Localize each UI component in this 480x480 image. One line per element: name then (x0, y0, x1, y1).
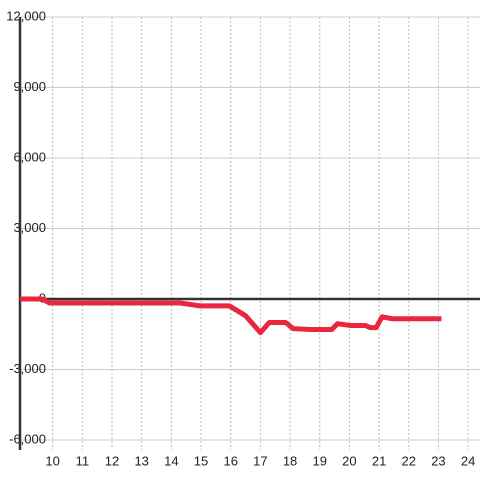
y-tick-label: 3,000 (13, 220, 46, 235)
x-tick-label: 17 (253, 453, 267, 468)
x-tick-label: 22 (402, 453, 416, 468)
y-tick-label: 9,000 (13, 79, 46, 94)
x-tick-label: 11 (76, 453, 90, 468)
x-tick-label: 23 (431, 453, 445, 468)
x-tick-label: 10 (45, 453, 59, 468)
x-tick-label: 14 (164, 453, 178, 468)
y-tick-label: -3,000 (9, 361, 46, 376)
x-tick-label: 19 (313, 453, 327, 468)
x-tick-label: 12 (105, 453, 119, 468)
x-tick-label: 16 (223, 453, 237, 468)
x-tick-label: 18 (283, 453, 297, 468)
y-tick-label: 12,000 (6, 8, 46, 23)
x-tick-label: 24 (461, 453, 475, 468)
slump-line (20, 296, 442, 336)
x-tick-label: 21 (372, 453, 386, 468)
x-tick-label: 20 (342, 453, 356, 468)
y-tick-label: -6,000 (9, 431, 46, 446)
y-tick-label: 6,000 (13, 149, 46, 164)
x-tick-label: 13 (134, 453, 148, 468)
x-tick-label: 15 (194, 453, 208, 468)
